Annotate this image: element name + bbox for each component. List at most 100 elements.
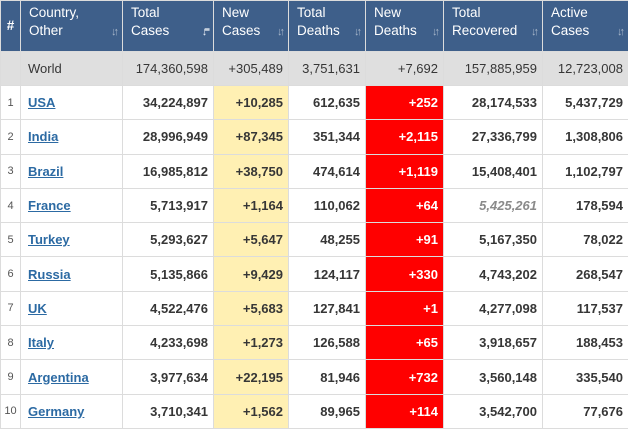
sort-arrows-icon[interactable]: ↓↑ [354, 26, 359, 38]
row-index: 6 [1, 257, 21, 291]
sort-arrows-icon[interactable]: ↓↑ [277, 26, 282, 38]
row-index: 9 [1, 360, 21, 394]
active-cases-cell: 178,594 [543, 188, 628, 222]
country-link[interactable]: France [28, 198, 71, 213]
total-recovered-cell: 4,277,098 [444, 291, 543, 325]
total-cases-cell: 34,224,897 [123, 86, 214, 120]
country-cell: Turkey [21, 223, 123, 257]
country-cell: USA [21, 86, 123, 120]
total-recovered-cell: 3,918,657 [444, 326, 543, 360]
country-link[interactable]: Brazil [28, 164, 63, 179]
total-deaths-cell: 110,062 [289, 188, 366, 222]
total-recovered-cell: 28,174,533 [444, 86, 543, 120]
country-link[interactable]: Germany [28, 404, 84, 419]
world-active-cases: 12,723,008 [543, 52, 628, 86]
row-index: 5 [1, 223, 21, 257]
new-cases-cell: +38,750 [214, 154, 289, 188]
total-deaths-cell: 89,965 [289, 394, 366, 428]
new-deaths-cell: +330 [366, 257, 444, 291]
new-cases-cell: +22,195 [214, 360, 289, 394]
country-link[interactable]: Turkey [28, 232, 70, 247]
new-deaths-cell: +114 [366, 394, 444, 428]
new-cases-cell: +5,683 [214, 291, 289, 325]
new-deaths-cell: +2,115 [366, 120, 444, 154]
total-deaths-cell: 48,255 [289, 223, 366, 257]
total-recovered-cell: 15,408,401 [444, 154, 543, 188]
active-cases-cell: 1,308,806 [543, 120, 628, 154]
active-cases-cell: 268,547 [543, 257, 628, 291]
country-link[interactable]: India [28, 129, 58, 144]
sort-arrows-icon[interactable]: ↓↑ [531, 26, 536, 38]
row-index: 8 [1, 326, 21, 360]
total-cases-cell: 4,233,698 [123, 326, 214, 360]
total-deaths-cell: 126,588 [289, 326, 366, 360]
total-recovered-cell: 3,542,700 [444, 394, 543, 428]
sort-arrows-icon[interactable]: ↓↑ [111, 26, 116, 38]
sort-arrows-icon[interactable]: ↓↑ [432, 26, 437, 38]
total-deaths-cell: 124,117 [289, 257, 366, 291]
row-index: 7 [1, 291, 21, 325]
new-deaths-cell: +1 [366, 291, 444, 325]
total-recovered-cell: 27,336,799 [444, 120, 543, 154]
new-cases-cell: +5,647 [214, 223, 289, 257]
world-new-cases: +305,489 [214, 52, 289, 86]
active-cases-cell: 335,540 [543, 360, 628, 394]
sort-desc-icon[interactable]: ↓⁼ [202, 25, 207, 38]
active-cases-cell: 78,022 [543, 223, 628, 257]
total-cases-cell: 28,996,949 [123, 120, 214, 154]
total-deaths-cell: 127,841 [289, 291, 366, 325]
new-deaths-cell: +1,119 [366, 154, 444, 188]
country-link[interactable]: USA [28, 95, 55, 110]
country-link[interactable]: Italy [28, 335, 54, 350]
total-cases-cell: 3,977,634 [123, 360, 214, 394]
header-country[interactable]: Country,Other ↓↑ [21, 1, 123, 52]
sort-arrows-icon[interactable]: ↓↑ [617, 26, 622, 38]
world-total-deaths: 3,751,631 [289, 52, 366, 86]
new-cases-cell: +1,164 [214, 188, 289, 222]
total-recovered-cell: 4,743,202 [444, 257, 543, 291]
row-index: 1 [1, 86, 21, 120]
world-total-cases: 174,360,598 [123, 52, 214, 86]
country-cell: Italy [21, 326, 123, 360]
country-cell: Brazil [21, 154, 123, 188]
active-cases-cell: 188,453 [543, 326, 628, 360]
world-index-cell [1, 52, 21, 86]
total-deaths-cell: 612,635 [289, 86, 366, 120]
total-recovered-cell: 5,425,261 [444, 188, 543, 222]
new-cases-cell: +1,562 [214, 394, 289, 428]
country-link[interactable]: Russia [28, 267, 71, 282]
new-deaths-cell: +91 [366, 223, 444, 257]
country-cell: UK [21, 291, 123, 325]
new-deaths-cell: +252 [366, 86, 444, 120]
total-cases-cell: 5,135,866 [123, 257, 214, 291]
world-label: World [21, 52, 123, 86]
country-link[interactable]: Argentina [28, 370, 89, 385]
active-cases-cell: 77,676 [543, 394, 628, 428]
total-cases-cell: 5,713,917 [123, 188, 214, 222]
total-cases-cell: 16,985,812 [123, 154, 214, 188]
country-cell: Argentina [21, 360, 123, 394]
new-cases-cell: +9,429 [214, 257, 289, 291]
total-deaths-cell: 474,614 [289, 154, 366, 188]
country-link[interactable]: UK [28, 301, 47, 316]
header-index[interactable]: # [1, 1, 21, 52]
new-deaths-cell: +64 [366, 188, 444, 222]
world-new-deaths: +7,692 [366, 52, 444, 86]
total-recovered-cell: 5,167,350 [444, 223, 543, 257]
